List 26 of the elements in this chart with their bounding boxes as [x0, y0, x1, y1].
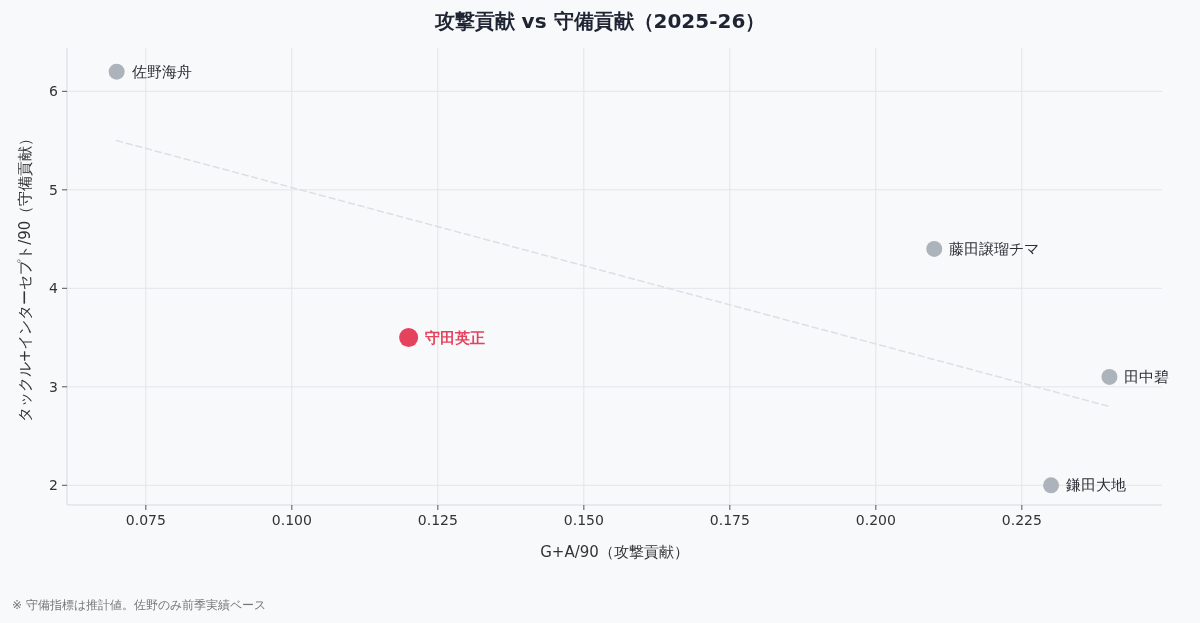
series-label: 田中碧 — [1124, 367, 1170, 386]
series-label: 守田英正 — [425, 328, 486, 347]
y-tick-label: 4 — [49, 280, 59, 297]
x-tick-label: 0.075 — [125, 512, 166, 528]
chart-title: 攻撃貢献 vs 守備貢献（2025-26） — [433, 9, 766, 33]
x-tick-label: 0.100 — [271, 512, 312, 528]
series-label: 藤田譲瑠チマ — [949, 239, 1040, 258]
x-tick-label: 0.200 — [855, 512, 896, 528]
point — [926, 240, 943, 257]
y-tick-label: 6 — [49, 83, 59, 100]
point — [399, 328, 419, 348]
series-label: 佐野海舟 — [131, 62, 192, 81]
x-tick-label: 0.125 — [417, 512, 458, 528]
text: ※ 守備指標は推計値。佐野のみ前季実績ベース — [12, 598, 266, 612]
series-label: 鎌田大地 — [1066, 476, 1127, 495]
y-axis-title: タックル+インターセプト/90（守備貢献） — [16, 130, 34, 423]
y-tick-label: 5 — [49, 181, 58, 198]
y-tick-label: 3 — [49, 378, 58, 395]
y-tick-label: 2 — [49, 477, 58, 494]
point — [108, 63, 125, 80]
point — [1101, 368, 1118, 385]
x-axis-title: G+A/90（攻撃貢献） — [540, 543, 689, 561]
x-tick-label: 0.175 — [709, 512, 750, 528]
point — [1043, 477, 1060, 494]
x-tick-label: 0.150 — [563, 512, 604, 528]
x-tick-label: 0.225 — [1001, 512, 1042, 528]
